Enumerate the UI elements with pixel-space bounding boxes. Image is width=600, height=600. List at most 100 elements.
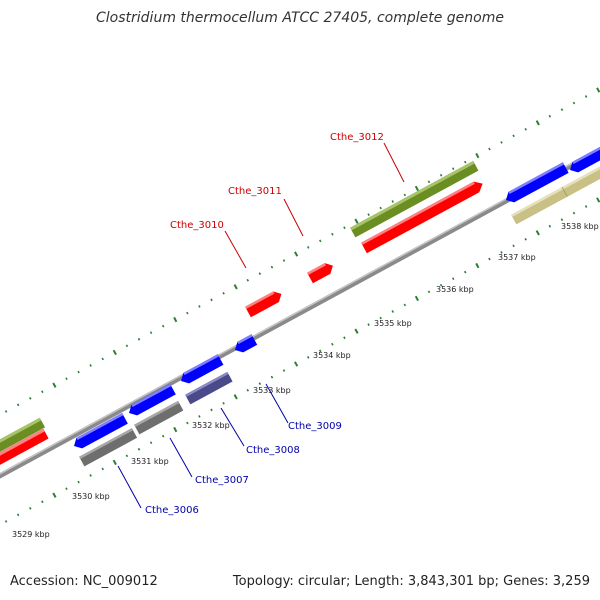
tick-mark bbox=[331, 342, 334, 346]
tick-mark bbox=[112, 349, 117, 356]
tick-mark bbox=[161, 434, 165, 438]
scale-label-3531: 3531 kbp bbox=[131, 457, 169, 466]
tick-mark bbox=[16, 403, 20, 407]
tick-mark bbox=[500, 251, 503, 254]
inner-tick-ring bbox=[4, 197, 600, 523]
tick-mark bbox=[439, 173, 443, 177]
forward-gene-feature[interactable] bbox=[0, 417, 46, 465]
tick-mark bbox=[584, 95, 588, 98]
tick-mark bbox=[596, 87, 600, 93]
tick-mark bbox=[198, 305, 201, 308]
cthe-3006-cds-feature[interactable] bbox=[71, 413, 128, 451]
tick-mark bbox=[427, 180, 431, 184]
tick-mark bbox=[512, 244, 515, 248]
cthe-3008-gene-feature[interactable] bbox=[185, 371, 233, 405]
tick-mark bbox=[560, 108, 564, 112]
tick-mark bbox=[451, 167, 455, 171]
tick-mark bbox=[354, 328, 359, 334]
tick-mark bbox=[16, 513, 20, 517]
tick-mark bbox=[77, 480, 80, 484]
forward-cds-feature[interactable] bbox=[0, 428, 49, 478]
tick-mark bbox=[379, 206, 382, 210]
tick-mark bbox=[137, 447, 141, 451]
scale-label-3538: 3538 kbp bbox=[561, 222, 599, 231]
scale-label-3534: 3534 kbp bbox=[313, 351, 351, 360]
accession-text: Accession: NC_009012 bbox=[10, 574, 158, 589]
cthe-3007-gene-feature[interactable] bbox=[134, 400, 184, 435]
tick-mark bbox=[306, 356, 310, 359]
gene-label-cthe-3012: Cthe_3012 bbox=[330, 132, 384, 143]
tick-mark bbox=[41, 390, 44, 394]
tick-mark bbox=[125, 344, 129, 348]
gene-label-cthe-3009: Cthe_3009 bbox=[288, 421, 342, 432]
cthe-3011-cds-feature[interactable] bbox=[307, 260, 336, 284]
tick-mark bbox=[414, 295, 419, 302]
reverse-other-feature[interactable] bbox=[511, 152, 600, 225]
tick-mark bbox=[246, 278, 249, 282]
scale-label-3536: 3536 kbp bbox=[436, 285, 474, 294]
tick-mark bbox=[210, 408, 213, 412]
scale-label-3535: 3535 kbp bbox=[374, 319, 412, 328]
tick-mark bbox=[101, 467, 104, 471]
tick-mark bbox=[391, 200, 395, 203]
tick-mark bbox=[572, 211, 576, 215]
tick-mark bbox=[101, 357, 104, 361]
tick-mark bbox=[186, 421, 189, 425]
tick-mark bbox=[488, 147, 491, 151]
tick-mark bbox=[367, 213, 370, 216]
reverse-cds-feature-2[interactable] bbox=[567, 136, 600, 175]
cthe-3008-cds-feature[interactable] bbox=[178, 354, 224, 386]
cthe-3012-cds-feature[interactable] bbox=[361, 178, 485, 254]
label-leader-lines bbox=[117, 142, 405, 509]
tick-mark bbox=[535, 230, 540, 236]
gene-label-cthe-3007: Cthe_3007 bbox=[195, 475, 249, 486]
tick-mark bbox=[29, 506, 32, 510]
tick-mark bbox=[52, 492, 57, 498]
tick-mark bbox=[379, 316, 382, 320]
tick-mark bbox=[439, 283, 443, 287]
tick-mark bbox=[403, 303, 407, 307]
tick-mark bbox=[319, 239, 322, 243]
tick-mark bbox=[246, 388, 249, 392]
tick-mark bbox=[367, 323, 370, 326]
scale-label-3537: 3537 kbp bbox=[498, 253, 536, 262]
tick-mark bbox=[222, 402, 225, 405]
cthe-3010-cds-feature[interactable] bbox=[245, 289, 284, 318]
reverse-cds-feature[interactable] bbox=[503, 162, 569, 205]
cthe-3009-cds-feature[interactable] bbox=[232, 334, 258, 355]
cthe-3012-gene-feature[interactable] bbox=[350, 160, 479, 238]
tick-mark bbox=[535, 120, 540, 126]
tick-mark bbox=[596, 197, 600, 203]
scale-label-3530: 3530 kbp bbox=[72, 492, 110, 501]
tick-mark bbox=[294, 251, 299, 257]
cthe-3007-cds-feature[interactable] bbox=[126, 383, 176, 418]
tick-mark bbox=[475, 152, 480, 159]
tick-mark bbox=[4, 410, 8, 413]
tick-mark bbox=[137, 337, 141, 341]
tick-mark bbox=[343, 226, 346, 230]
tick-mark bbox=[512, 134, 515, 138]
tick-mark bbox=[233, 284, 238, 290]
cthe-3006-gene-feature[interactable] bbox=[79, 428, 138, 467]
scale-label-3532: 3532 kbp bbox=[192, 421, 230, 430]
tick-mark bbox=[125, 454, 129, 458]
tick-mark bbox=[548, 114, 552, 118]
tick-mark bbox=[294, 361, 299, 367]
tick-mark bbox=[572, 101, 576, 105]
tick-mark bbox=[427, 290, 431, 294]
scale-labels: 3529 kbp 3530 kbp 3531 kbp 3532 kbp 3533… bbox=[12, 222, 599, 539]
tick-mark bbox=[77, 370, 80, 374]
outer-tick-ring bbox=[4, 87, 600, 413]
tick-mark bbox=[524, 238, 527, 241]
tick-mark bbox=[89, 364, 92, 367]
tick-mark bbox=[464, 160, 467, 164]
tick-mark bbox=[112, 459, 117, 466]
tick-mark bbox=[524, 128, 527, 131]
tick-mark bbox=[560, 218, 564, 222]
gene-labels[interactable]: Cthe_3010 Cthe_3011 Cthe_3012 Cthe_3006 … bbox=[145, 132, 384, 516]
tick-mark bbox=[52, 382, 57, 388]
tick-mark bbox=[41, 500, 44, 504]
tick-mark bbox=[414, 185, 419, 192]
tick-mark bbox=[161, 324, 165, 328]
